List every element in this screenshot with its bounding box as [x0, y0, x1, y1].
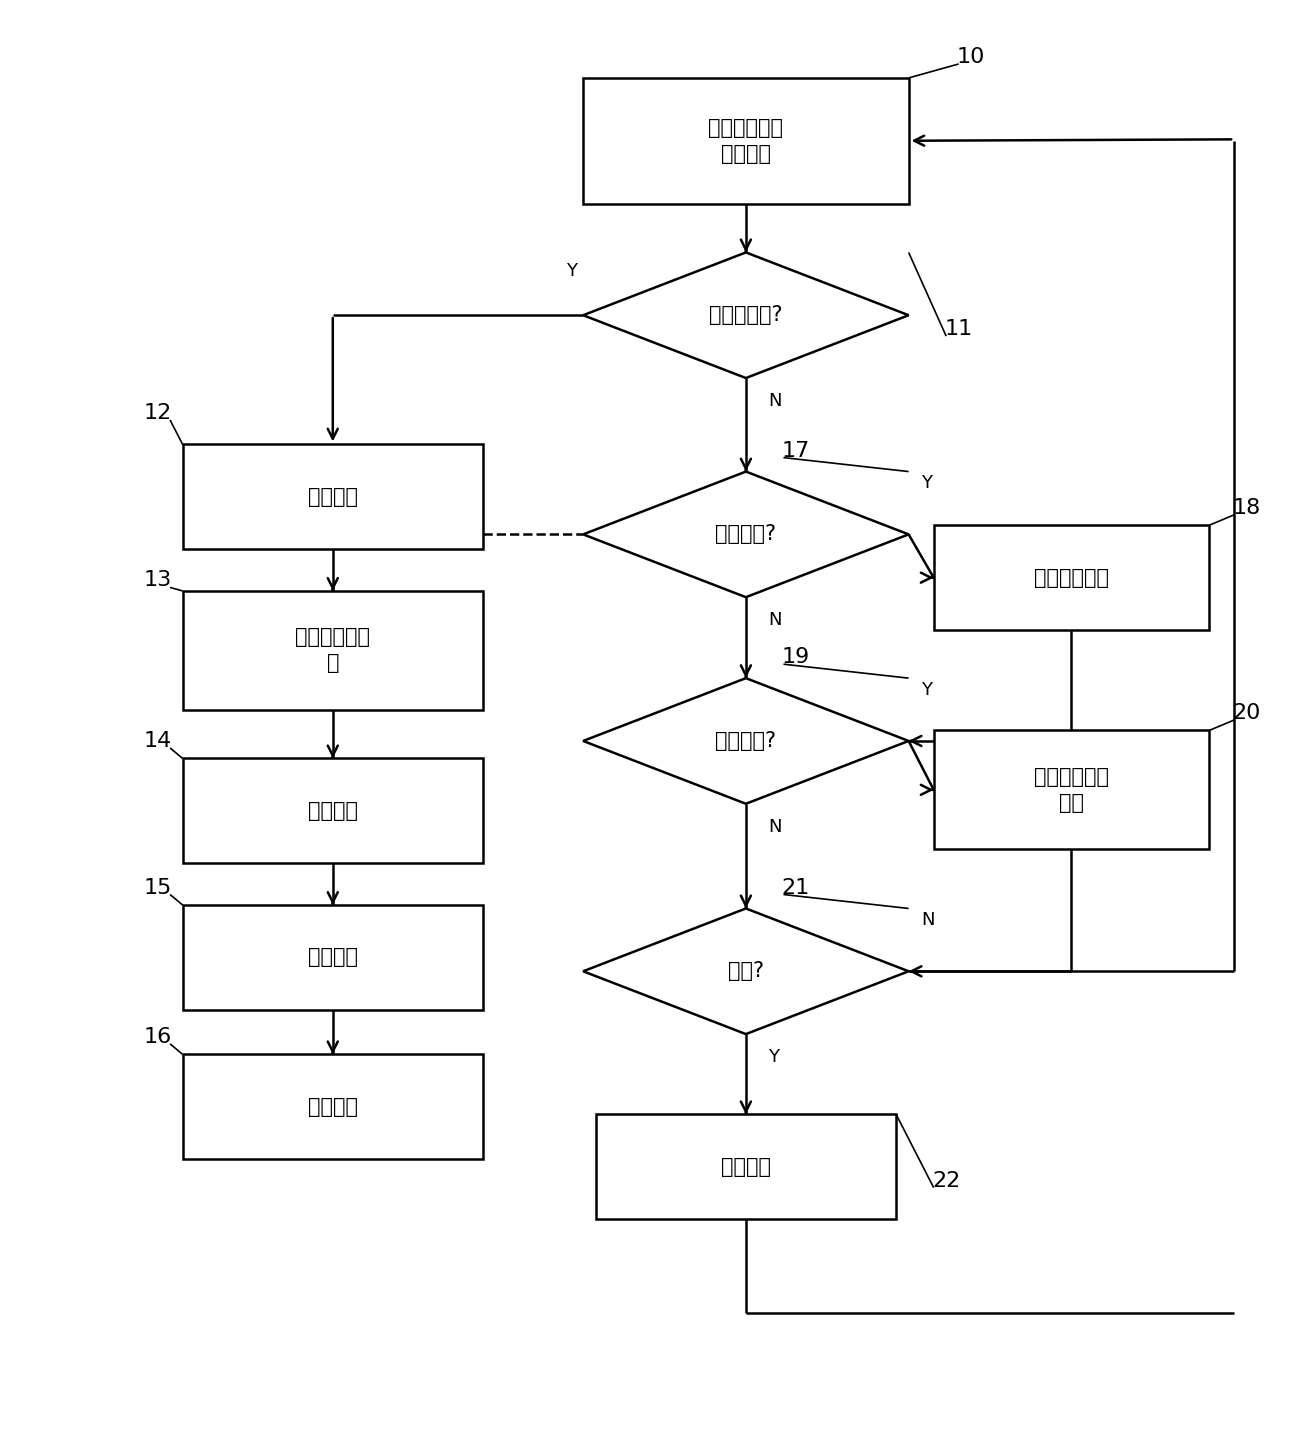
- Text: 12: 12: [143, 403, 172, 423]
- Text: 新测量数据?: 新测量数据?: [709, 305, 782, 326]
- Text: N: N: [921, 912, 935, 929]
- Text: 16: 16: [143, 1027, 172, 1047]
- Polygon shape: [583, 678, 909, 804]
- Text: 键盘中断?: 键盘中断?: [716, 525, 776, 544]
- Bar: [934, 730, 1209, 849]
- Text: Y: Y: [921, 474, 932, 493]
- Text: Y: Y: [768, 1048, 780, 1066]
- Text: Y: Y: [921, 680, 932, 699]
- Text: 输出显示: 输出显示: [308, 948, 357, 967]
- Polygon shape: [583, 253, 909, 378]
- Bar: [596, 1114, 896, 1218]
- Text: N: N: [768, 393, 782, 410]
- Bar: [183, 590, 482, 710]
- Bar: [183, 1054, 482, 1159]
- Text: 重力加速度补
偿: 重力加速度补 偿: [295, 627, 370, 673]
- Bar: [583, 79, 909, 204]
- Text: 17: 17: [782, 441, 810, 461]
- Text: 设置中断处理: 设置中断处理: [1034, 567, 1108, 587]
- Text: 13: 13: [143, 570, 172, 590]
- Text: 21: 21: [782, 878, 810, 897]
- Text: 15: 15: [143, 878, 172, 897]
- Text: N: N: [768, 817, 782, 836]
- Bar: [183, 904, 482, 1009]
- Text: 命令?: 命令?: [728, 961, 764, 981]
- Text: 存储数据: 存储数据: [308, 1096, 357, 1117]
- Polygon shape: [583, 471, 909, 598]
- Text: 19: 19: [782, 647, 810, 667]
- Text: 发送命令: 发送命令: [721, 1157, 771, 1176]
- Text: Y: Y: [566, 262, 576, 281]
- Text: 18: 18: [1232, 497, 1261, 518]
- Text: 14: 14: [143, 731, 172, 750]
- Text: N: N: [768, 611, 782, 630]
- Text: 读取已设定参
数并处理: 读取已设定参 数并处理: [708, 118, 784, 164]
- Text: 发送启动测量
信号: 发送启动测量 信号: [1034, 766, 1108, 813]
- Bar: [934, 525, 1209, 630]
- Text: 20: 20: [1232, 704, 1261, 723]
- Text: 数字滤波: 数字滤波: [308, 487, 357, 506]
- Text: 启动测量?: 启动测量?: [716, 731, 776, 750]
- Text: 22: 22: [932, 1170, 960, 1191]
- Polygon shape: [583, 909, 909, 1034]
- Bar: [183, 445, 482, 550]
- Text: 11: 11: [944, 320, 973, 339]
- Text: 分析预测: 分析预测: [308, 801, 357, 820]
- Bar: [183, 759, 482, 864]
- Text: 10: 10: [957, 47, 986, 67]
